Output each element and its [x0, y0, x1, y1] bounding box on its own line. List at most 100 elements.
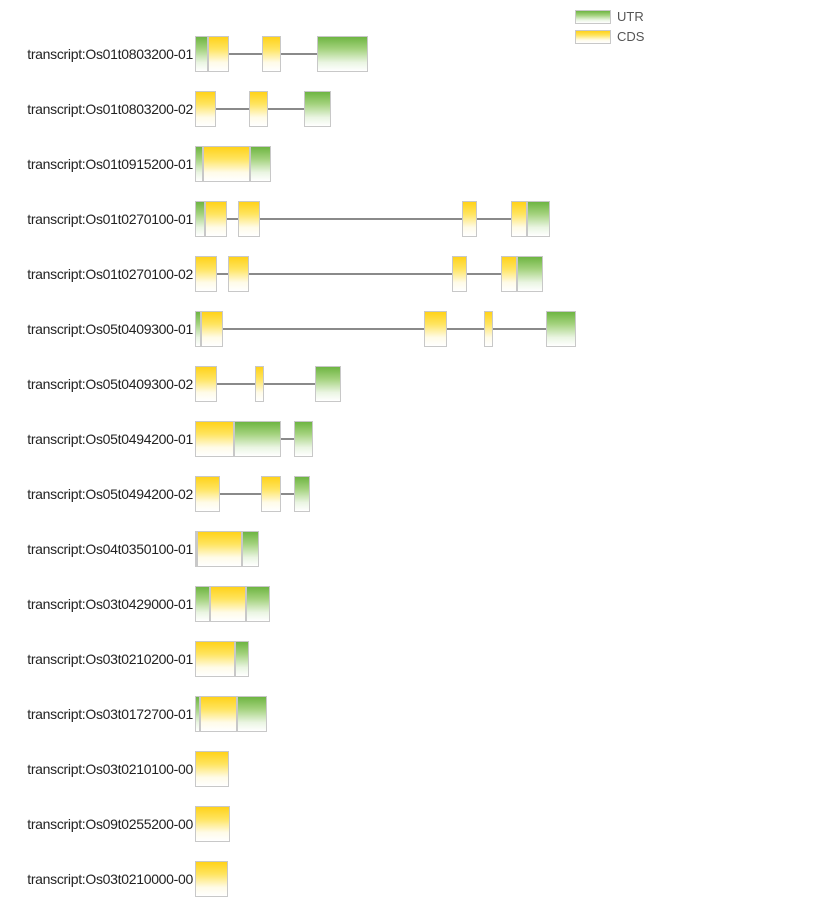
utr-segment[interactable]	[237, 696, 267, 732]
cds-swatch-icon	[575, 30, 611, 44]
cds-segment[interactable]	[424, 311, 447, 347]
cds-segment[interactable]	[205, 201, 227, 237]
utr-segment[interactable]	[315, 366, 341, 402]
transcript-row[interactable]: transcript:Os03t0172700-01	[0, 696, 827, 733]
cds-segment[interactable]	[195, 806, 230, 842]
cds-segment[interactable]	[238, 201, 260, 237]
utr-segment[interactable]	[294, 476, 310, 512]
utr-segment[interactable]	[250, 146, 271, 182]
cds-segment[interactable]	[201, 311, 223, 347]
utr-segment[interactable]	[317, 36, 368, 72]
cds-segment[interactable]	[255, 366, 264, 402]
cds-segment[interactable]	[195, 476, 220, 512]
utr-segment[interactable]	[546, 311, 576, 347]
cds-segment[interactable]	[195, 641, 235, 677]
transcript-label[interactable]: transcript:Os03t0210100-00	[27, 761, 193, 777]
transcript-label[interactable]: transcript:Os03t0210200-01	[27, 651, 193, 667]
utr-segment[interactable]	[294, 421, 313, 457]
utr-segment[interactable]	[195, 311, 201, 347]
transcript-label[interactable]: transcript:Os01t0803200-01	[27, 46, 193, 62]
transcript-row[interactable]: transcript:Os05t0409300-01	[0, 311, 827, 348]
transcript-label[interactable]: transcript:Os09t0255200-00	[27, 816, 193, 832]
transcript-label[interactable]: transcript:Os03t0172700-01	[27, 706, 193, 722]
cds-segment[interactable]	[195, 751, 229, 787]
cds-segment[interactable]	[208, 36, 229, 72]
cds-segment[interactable]	[195, 256, 217, 292]
utr-segment[interactable]	[235, 641, 249, 677]
intron-line	[260, 218, 462, 220]
cds-segment[interactable]	[195, 861, 228, 897]
utr-segment[interactable]	[195, 146, 203, 182]
utr-segment[interactable]	[195, 36, 208, 72]
transcript-row[interactable]: transcript:Os09t0255200-00	[0, 806, 827, 843]
intron-line	[477, 218, 511, 220]
transcript-row[interactable]: transcript:Os03t0429000-01	[0, 586, 827, 623]
transcript-label[interactable]: transcript:Os03t0210000-00	[27, 871, 193, 887]
utr-segment[interactable]	[234, 421, 281, 457]
cds-segment[interactable]	[462, 201, 477, 237]
transcript-row[interactable]: transcript:Os01t0803200-01	[0, 36, 827, 73]
transcript-label[interactable]: transcript:Os05t0409300-01	[27, 321, 193, 337]
intron-line	[227, 218, 238, 220]
transcript-label[interactable]: transcript:Os05t0494200-02	[27, 486, 193, 502]
intron-line	[281, 438, 294, 440]
utr-segment[interactable]	[195, 531, 197, 567]
cds-segment[interactable]	[195, 366, 217, 402]
cds-segment[interactable]	[203, 146, 250, 182]
legend-label: UTR	[617, 9, 644, 24]
cds-segment[interactable]	[200, 696, 237, 732]
transcript-label[interactable]: transcript:Os01t0915200-01	[27, 156, 193, 172]
cds-segment[interactable]	[195, 421, 234, 457]
utr-segment[interactable]	[242, 531, 259, 567]
cds-segment[interactable]	[484, 311, 493, 347]
utr-segment[interactable]	[195, 201, 205, 237]
intron-line	[217, 273, 228, 275]
transcript-row[interactable]: transcript:Os05t0409300-02	[0, 366, 827, 403]
cds-segment[interactable]	[261, 476, 281, 512]
transcript-label[interactable]: transcript:Os04t0350100-01	[27, 541, 193, 557]
cds-segment[interactable]	[249, 91, 268, 127]
utr-segment[interactable]	[304, 91, 331, 127]
transcript-row[interactable]: transcript:Os01t0803200-02	[0, 91, 827, 128]
cds-segment[interactable]	[501, 256, 517, 292]
utr-segment[interactable]	[527, 201, 550, 237]
utr-segment[interactable]	[195, 586, 210, 622]
utr-segment[interactable]	[517, 256, 543, 292]
intron-line	[281, 53, 317, 55]
intron-line	[467, 273, 501, 275]
transcript-row[interactable]: transcript:Os01t0915200-01	[0, 146, 827, 183]
transcript-label[interactable]: transcript:Os01t0270100-01	[27, 211, 193, 227]
intron-line	[493, 328, 546, 330]
intron-line	[268, 108, 304, 110]
transcript-row[interactable]: transcript:Os03t0210000-00	[0, 861, 827, 898]
cds-segment[interactable]	[452, 256, 467, 292]
transcript-label[interactable]: transcript:Os05t0494200-01	[27, 431, 193, 447]
intron-line	[249, 273, 452, 275]
transcript-row[interactable]: transcript:Os05t0494200-01	[0, 421, 827, 458]
cds-segment[interactable]	[228, 256, 249, 292]
utr-segment[interactable]	[195, 696, 200, 732]
transcript-row[interactable]: transcript:Os03t0210100-00	[0, 751, 827, 788]
intron-line	[447, 328, 484, 330]
intron-line	[223, 328, 424, 330]
transcript-label[interactable]: transcript:Os01t0270100-02	[27, 266, 193, 282]
transcript-row[interactable]: transcript:Os01t0270100-02	[0, 256, 827, 293]
transcript-label[interactable]: transcript:Os03t0429000-01	[27, 596, 193, 612]
cds-segment[interactable]	[195, 91, 216, 127]
intron-line	[281, 493, 294, 495]
transcript-row[interactable]: transcript:Os01t0270100-01	[0, 201, 827, 238]
intron-line	[264, 383, 315, 385]
utr-segment[interactable]	[246, 586, 270, 622]
transcript-row[interactable]: transcript:Os04t0350100-01	[0, 531, 827, 568]
cds-segment[interactable]	[197, 531, 242, 567]
legend-label: CDS	[617, 29, 645, 44]
transcript-label[interactable]: transcript:Os01t0803200-02	[27, 101, 193, 117]
transcript-row[interactable]: transcript:Os05t0494200-02	[0, 476, 827, 513]
cds-segment[interactable]	[210, 586, 246, 622]
cds-segment[interactable]	[262, 36, 281, 72]
transcript-row[interactable]: transcript:Os03t0210200-01	[0, 641, 827, 678]
cds-segment[interactable]	[511, 201, 527, 237]
transcript-label[interactable]: transcript:Os05t0409300-02	[27, 376, 193, 392]
intron-line	[216, 108, 249, 110]
